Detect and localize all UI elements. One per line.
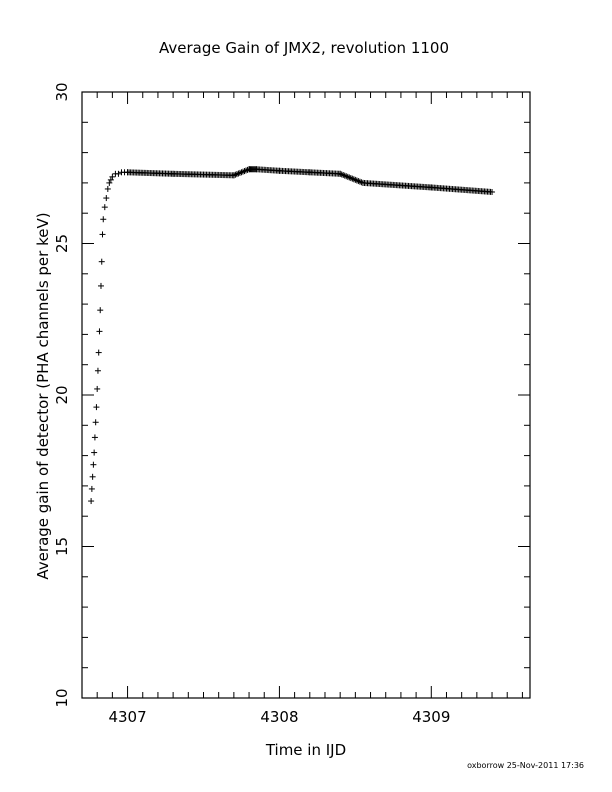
data-point: [90, 461, 97, 468]
data-point: [95, 349, 102, 356]
data-point: [103, 195, 110, 202]
y-tick-label: 20: [53, 385, 71, 404]
data-point: [88, 485, 95, 492]
data-point: [94, 367, 101, 374]
data-point: [99, 231, 106, 238]
chart-title: Average Gain of JMX2, revolution 1100: [159, 39, 449, 57]
tick-labels: 4307 4308 4309 10 15 20 25 30: [53, 82, 450, 726]
axis-ticks: [81, 91, 530, 699]
data-point: [96, 328, 103, 335]
data-point: [94, 385, 101, 392]
data-point: [98, 258, 105, 265]
data-point: [109, 173, 116, 180]
x-axis-label: Time in IJD: [265, 741, 346, 759]
y-axis-label: Average gain of detector (PHA channels p…: [34, 212, 52, 579]
data-point: [107, 176, 114, 183]
data-point: [89, 473, 96, 480]
data-point: [92, 419, 99, 426]
data-point: [91, 449, 98, 456]
x-tick-label: 4309: [412, 708, 450, 726]
data-point: [88, 498, 95, 505]
y-tick-label: 30: [53, 82, 71, 101]
data-point: [115, 170, 122, 177]
data-point: [106, 179, 113, 186]
x-tick-label: 4307: [108, 708, 146, 726]
x-tick-label: 4308: [260, 708, 298, 726]
footer-stamp: oxborrow 25-Nov-2011 17:36: [467, 761, 584, 770]
data-point: [97, 282, 104, 289]
data-point: [101, 204, 108, 211]
data-point: [489, 188, 496, 195]
y-tick-label: 15: [53, 537, 71, 556]
data-points: [88, 166, 496, 505]
data-point: [97, 307, 104, 314]
data-point: [100, 216, 107, 223]
data-point: [93, 404, 100, 411]
plot-frame: [81, 91, 531, 699]
data-point: [91, 434, 98, 441]
y-tick-label: 25: [53, 234, 71, 253]
y-tick-label: 10: [53, 688, 71, 707]
data-point: [104, 185, 111, 192]
